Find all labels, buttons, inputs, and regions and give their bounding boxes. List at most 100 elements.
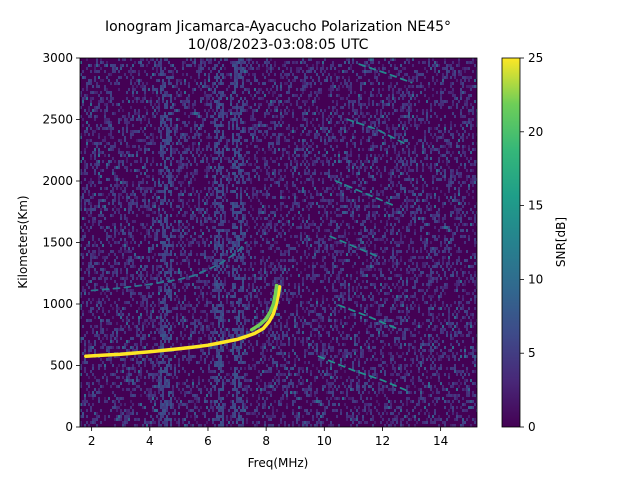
noise-cell <box>242 400 244 403</box>
noise-cell <box>174 367 176 370</box>
noise-cell <box>288 268 290 271</box>
noise-cell <box>144 85 146 88</box>
noise-cell <box>126 166 128 169</box>
noise-cell <box>206 157 208 160</box>
noise-cell <box>226 265 228 268</box>
noise-cell <box>214 346 216 349</box>
noise-cell <box>240 136 242 139</box>
noise-cell <box>146 271 148 274</box>
noise-cell <box>226 112 228 115</box>
noise-cell <box>210 187 212 190</box>
noise-cell <box>264 406 266 409</box>
noise-cell <box>184 103 186 106</box>
noise-cell <box>256 127 258 130</box>
noise-cell <box>134 82 136 85</box>
noise-cell <box>188 64 190 67</box>
noise-cell <box>88 106 90 109</box>
noise-cell <box>274 91 276 94</box>
noise-cell <box>138 97 140 100</box>
noise-cell <box>202 67 204 70</box>
noise-cell <box>106 103 108 106</box>
noise-cell <box>260 274 262 277</box>
noise-cell <box>138 334 140 337</box>
noise-cell <box>164 103 166 106</box>
noise-cell <box>244 352 246 355</box>
noise-cell <box>272 115 274 118</box>
noise-cell <box>162 361 164 364</box>
noise-cell <box>224 376 226 379</box>
noise-cell <box>168 331 170 334</box>
noise-cell <box>156 91 158 94</box>
noise-cell <box>86 67 88 70</box>
noise-cell <box>162 145 164 148</box>
noise-cell <box>144 238 146 241</box>
noise-cell <box>244 307 246 310</box>
noise-cell <box>222 253 224 256</box>
noise-cell <box>242 409 244 412</box>
noise-cell <box>150 58 152 61</box>
noise-cell <box>232 379 234 382</box>
noise-cell <box>160 382 162 385</box>
noise-cell <box>230 382 232 385</box>
noise-cell <box>130 130 132 133</box>
noise-cell <box>148 388 150 391</box>
noise-cell <box>182 355 184 358</box>
noise-cell <box>232 91 234 94</box>
noise-cell <box>226 301 228 304</box>
noise-cell <box>164 220 166 223</box>
noise-cell <box>104 280 106 283</box>
noise-cell <box>226 184 228 187</box>
noise-cell <box>228 85 230 88</box>
noise-cell <box>148 250 150 253</box>
noise-cell <box>216 274 218 277</box>
noise-cell <box>172 175 174 178</box>
noise-cell <box>134 130 136 133</box>
noise-cell <box>266 364 268 367</box>
noise-cell <box>164 418 166 421</box>
noise-cell <box>198 244 200 247</box>
noise-cell <box>190 151 192 154</box>
noise-cell <box>234 253 236 256</box>
noise-cell <box>242 238 244 241</box>
noise-cell <box>272 295 274 298</box>
noise-cell <box>96 58 98 61</box>
noise-cell <box>224 112 226 115</box>
noise-cell <box>272 211 274 214</box>
noise-cell <box>156 274 158 277</box>
noise-cell <box>266 193 268 196</box>
noise-cell <box>116 229 118 232</box>
noise-cell <box>162 88 164 91</box>
noise-cell <box>292 421 294 424</box>
noise-cell <box>114 199 116 202</box>
noise-cell <box>200 208 202 211</box>
noise-cell <box>296 94 298 97</box>
noise-cell <box>270 148 272 151</box>
noise-cell <box>224 157 226 160</box>
noise-cell <box>170 424 172 427</box>
noise-cell <box>232 265 234 268</box>
noise-cell <box>272 121 274 124</box>
noise-cell <box>256 343 258 346</box>
noise-cell <box>126 76 128 79</box>
noise-cell <box>188 352 190 355</box>
noise-cell <box>136 418 138 421</box>
noise-cell <box>258 211 260 214</box>
noise-cell <box>152 85 154 88</box>
noise-cell <box>212 250 214 253</box>
noise-cell <box>182 193 184 196</box>
noise-cell <box>232 352 234 355</box>
noise-cell <box>278 352 280 355</box>
noise-cell <box>164 67 166 70</box>
noise-cell <box>256 313 258 316</box>
noise-cell <box>84 208 86 211</box>
noise-cell <box>294 358 296 361</box>
noise-cell <box>208 367 210 370</box>
noise-cell <box>132 316 134 319</box>
noise-cell <box>124 325 126 328</box>
noise-cell <box>256 400 258 403</box>
noise-cell <box>86 211 88 214</box>
noise-cell <box>248 106 250 109</box>
noise-cell <box>186 124 188 127</box>
noise-cell <box>94 220 96 223</box>
noise-cell <box>274 211 276 214</box>
